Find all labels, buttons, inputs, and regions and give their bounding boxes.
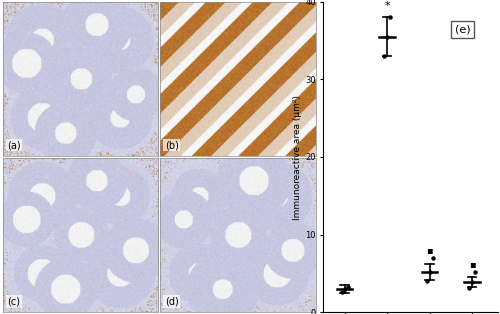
Text: *: * (384, 1, 390, 11)
Text: ▪: ▪ (426, 245, 433, 255)
Text: (a): (a) (7, 140, 21, 150)
Text: (c): (c) (7, 296, 20, 306)
Text: ▪: ▪ (468, 259, 475, 269)
Y-axis label: Immunoreactive area (μm²): Immunoreactive area (μm²) (294, 95, 302, 219)
Text: (d): (d) (164, 296, 178, 306)
Text: (b): (b) (164, 140, 178, 150)
Text: (e): (e) (455, 24, 470, 35)
